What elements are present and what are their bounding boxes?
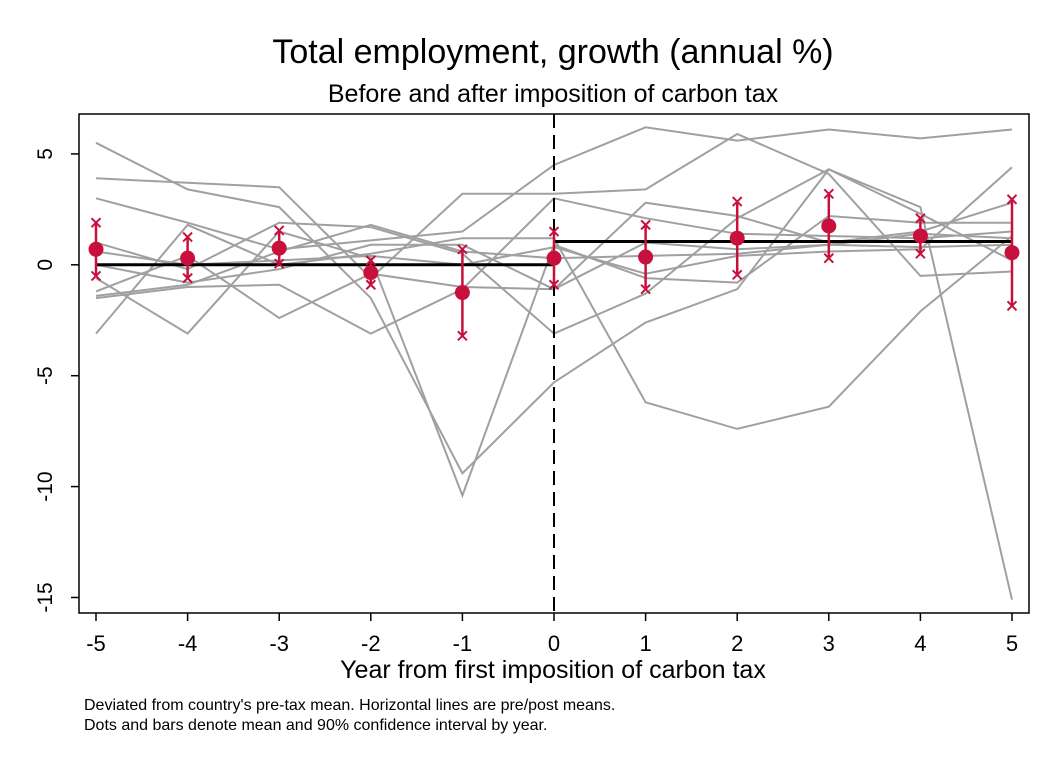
y-tick-label: 5 xyxy=(34,148,57,160)
ci-cap-stroke xyxy=(182,231,193,243)
country-series-line xyxy=(95,132,1013,280)
chart-subtitle: Before and after imposition of carbon ta… xyxy=(328,80,779,108)
mean-dot xyxy=(729,230,745,246)
x-tick-label: 5 xyxy=(1006,631,1018,656)
ci-cap-stroke xyxy=(1006,194,1018,205)
ci-cap-stroke xyxy=(273,258,285,269)
ci-cap-marker xyxy=(457,244,468,255)
reference-lines xyxy=(96,114,1012,613)
ci-cap-stroke xyxy=(915,213,926,224)
ci-cap-marker xyxy=(90,270,102,282)
ci-cap-stroke xyxy=(457,330,468,341)
ci-cap-marker xyxy=(640,283,651,295)
ci-cap-marker xyxy=(273,225,285,236)
ci-cap-stroke xyxy=(1006,300,1018,312)
x-axis-label: Year from first imposition of carbon tax xyxy=(340,656,766,684)
ci-cap-stroke xyxy=(90,270,102,282)
y-axis: 5 0 -5 -10 -15 xyxy=(34,148,79,613)
ci-cap-stroke xyxy=(548,226,560,237)
ci-cap-stroke xyxy=(823,188,835,200)
ci-cap-marker xyxy=(731,269,743,280)
ci-cap-marker xyxy=(823,188,835,200)
ci-cap-stroke xyxy=(90,217,102,228)
ci-cap-marker xyxy=(1006,194,1018,205)
ci-cap-marker xyxy=(1006,300,1018,312)
ci-cap-stroke xyxy=(731,269,743,280)
footnote-line-2: Dots and bars denote mean and 90% confid… xyxy=(84,717,548,734)
mean-dot xyxy=(180,250,196,266)
x-tick-label: -1 xyxy=(453,631,473,656)
x-tick-label: -3 xyxy=(269,631,289,656)
mean-dot xyxy=(821,218,837,234)
x-tick-label: 2 xyxy=(731,631,743,656)
y-tick-label: -15 xyxy=(34,582,57,612)
mean-dot xyxy=(546,250,562,266)
ci-cap-stroke xyxy=(915,248,926,259)
mean-dot xyxy=(454,285,470,301)
x-tick-label: 3 xyxy=(823,631,835,656)
ci-cap-marker xyxy=(90,217,102,228)
x-tick-label: -4 xyxy=(178,631,198,656)
ci-cap-stroke xyxy=(365,279,377,290)
x-tick-label: -5 xyxy=(86,631,106,656)
ci-cap-marker xyxy=(640,219,651,231)
ci-cap-marker xyxy=(548,226,560,237)
ci-cap-stroke xyxy=(457,244,468,255)
chart-title: Total employment, growth (annual %) xyxy=(272,33,833,71)
y-tick-label: -10 xyxy=(34,471,57,501)
mean-dot xyxy=(1004,245,1020,261)
ci-cap-marker xyxy=(182,272,193,284)
ci-cap-marker xyxy=(457,330,468,341)
x-tick-label: 4 xyxy=(914,631,926,656)
ci-cap-marker xyxy=(731,196,743,207)
y-tick-label: 0 xyxy=(34,259,57,271)
y-tick-label: -5 xyxy=(34,366,57,385)
ci-cap-stroke xyxy=(273,225,285,236)
mean-dots xyxy=(88,218,1020,301)
ci-cap-marker xyxy=(823,252,835,264)
ci-cap-marker xyxy=(182,231,193,243)
ci-cap-stroke xyxy=(548,279,560,290)
mean-dot xyxy=(271,240,287,256)
x-tick-label: 0 xyxy=(548,631,560,656)
mean-dot xyxy=(912,228,928,244)
ci-cap-stroke xyxy=(365,255,377,266)
mean-dot xyxy=(363,265,379,281)
mean-dot xyxy=(88,241,104,257)
ci-cap-marker xyxy=(548,279,560,290)
ci-cap-marker xyxy=(273,258,285,269)
x-tick-label: 1 xyxy=(639,631,651,656)
ci-cap-marker xyxy=(915,248,926,259)
ci-cap-marker xyxy=(915,213,926,224)
ci-cap-stroke xyxy=(182,272,193,284)
ci-cap-marker xyxy=(365,279,377,290)
ci-cap-stroke xyxy=(640,283,651,295)
x-axis: -5 -4 -3 -2 -1 0 1 2 3 4 5 xyxy=(86,613,1018,656)
x-tick-label: -2 xyxy=(361,631,381,656)
ci-cap-stroke xyxy=(823,252,835,264)
ci-cap-marker xyxy=(365,255,377,266)
ci-cap-stroke xyxy=(640,219,651,231)
country-series-line xyxy=(95,141,1013,600)
ci-cap-stroke xyxy=(731,196,743,207)
footnote-line-1: Deviated from country's pre-tax mean. Ho… xyxy=(84,697,616,714)
mean-dot xyxy=(638,249,654,265)
